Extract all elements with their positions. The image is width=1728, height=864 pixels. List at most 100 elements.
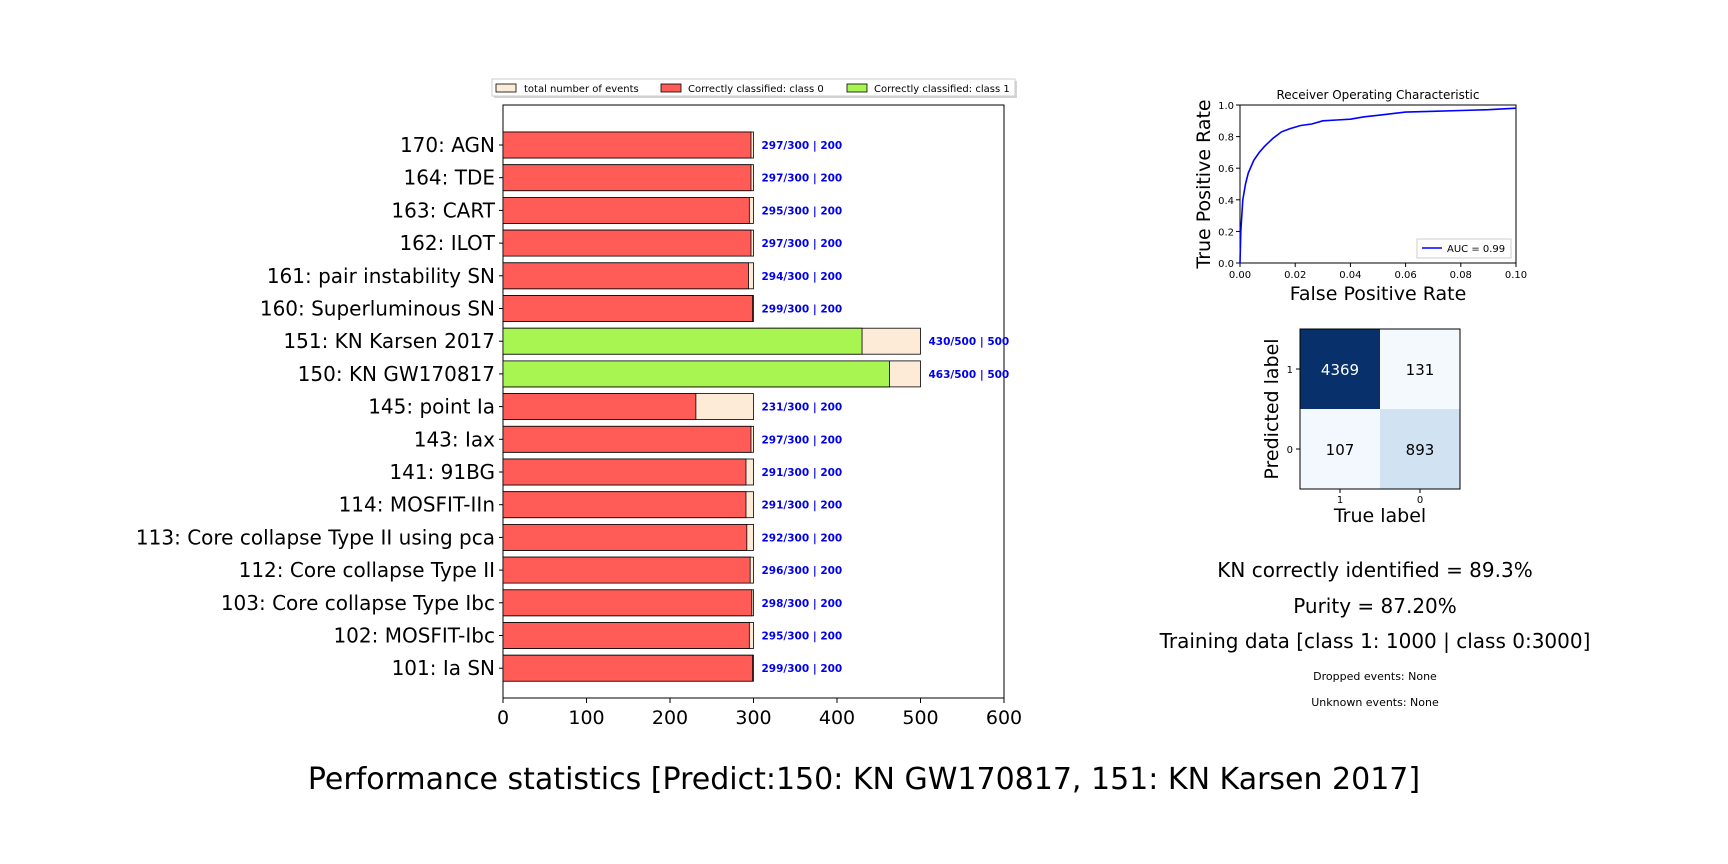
roc-xlabel: False Positive Rate — [1290, 283, 1467, 305]
cm-frame — [1299, 328, 1461, 490]
legend-frame — [491, 78, 1016, 97]
category-label: 160: Superluminous SN — [260, 297, 495, 321]
bar-value-label: 297/300 | 200 — [762, 434, 843, 446]
cm-cell-value: 131 — [1406, 361, 1435, 379]
bar-correct — [502, 458, 747, 486]
category-label: 162: ILOT — [399, 231, 495, 255]
bar-correct — [502, 425, 752, 453]
bar-correct — [502, 327, 863, 355]
unknown-events-text: Unknown events: None — [1311, 696, 1439, 709]
bar-correct — [502, 131, 752, 159]
roc-y-tick-label: 0.2 — [1218, 227, 1234, 238]
category-label: 145: point Ia — [368, 395, 495, 419]
bar-value-label: 294/300 | 200 — [762, 271, 843, 283]
roc-legend-frame — [1416, 238, 1512, 259]
cm-y-tick-label: 0 — [1287, 445, 1293, 456]
roc-y-tick-label: 1.0 — [1218, 101, 1234, 112]
category-label: 114: MOSFIT-IIn — [339, 493, 495, 517]
category-label: 163: CART — [391, 198, 495, 222]
bar-correct — [502, 622, 750, 649]
bar-correct — [502, 556, 751, 584]
cm-cell-value: 107 — [1326, 441, 1355, 459]
category-label: 113: Core collapse Type II using pca — [136, 525, 495, 549]
x-tick-label: 200 — [652, 707, 688, 729]
cm-ylabel: Predicted label — [1261, 338, 1283, 479]
category-label: 151: KN Karsen 2017 — [283, 329, 495, 353]
bar-value-label: 297/300 | 200 — [762, 140, 843, 152]
bar-value-label: 291/300 | 200 — [762, 467, 843, 479]
cm-cell-value: 893 — [1406, 441, 1435, 459]
bar-correct — [502, 164, 752, 192]
category-label: 112: Core collapse Type II — [239, 558, 495, 582]
bar-value-label: 231/300 | 200 — [762, 402, 843, 414]
roc-y-tick-label: 0.6 — [1218, 164, 1234, 175]
category-label: 101: Ia SN — [392, 656, 495, 680]
x-tick-label: 600 — [986, 707, 1022, 729]
bar-value-label: 430/500 | 500 — [929, 336, 1010, 348]
cm-cell — [1380, 329, 1460, 409]
bar-value-label: 297/300 | 200 — [762, 238, 843, 250]
legend-label: total number of events — [524, 84, 639, 95]
legend-swatch — [660, 83, 682, 93]
bar-correct — [502, 360, 891, 388]
roc-x-tick-label: 0.06 — [1394, 270, 1416, 281]
roc-x-tick-label: 0.04 — [1339, 270, 1361, 281]
roc-x-tick-label: 0.10 — [1505, 270, 1527, 281]
purity-text: Purity = 87.20% — [1293, 594, 1457, 618]
roc-x-tick-label: 0.00 — [1229, 270, 1251, 281]
cm-cell — [1300, 409, 1380, 489]
roc-y-tick-label: 0.4 — [1218, 196, 1234, 207]
category-label: 143: Iax — [414, 427, 495, 451]
bar-value-label: 291/300 | 200 — [762, 500, 843, 512]
roc-plot-area — [1239, 104, 1517, 264]
roc-legend-label: AUC = 0.99 — [1447, 244, 1505, 255]
category-label: 170: AGN — [400, 133, 495, 157]
bar-value-label: 297/300 | 200 — [762, 173, 843, 185]
training-data-text: Training data [class 1: 1000 | class 0:3… — [1159, 629, 1591, 653]
roc-curve — [1239, 107, 1517, 264]
category-label: 103: Core collapse Type Ibc — [221, 591, 495, 615]
cm-y-tick-label: 1 — [1287, 365, 1293, 376]
x-tick-label: 400 — [819, 707, 855, 729]
cm-cell-value: 4369 — [1321, 361, 1359, 379]
bar-correct — [502, 654, 754, 682]
bar-correct — [502, 295, 754, 322]
roc-y-tick-label: 0.0 — [1218, 259, 1234, 270]
category-label: 164: TDE — [403, 166, 495, 190]
figure-suptitle: Performance statistics [Predict:150: KN … — [307, 762, 1421, 797]
bar-value-label: 463/500 | 500 — [929, 369, 1010, 381]
kn-identified-text: KN correctly identified = 89.3% — [1217, 558, 1533, 582]
cm-xlabel: True label — [1333, 505, 1426, 527]
category-label: 102: MOSFIT-Ibc — [333, 624, 495, 648]
bar-correct — [502, 491, 747, 519]
roc-x-tick-label: 0.08 — [1450, 270, 1472, 281]
bar-correct — [502, 196, 750, 224]
bar-legend: total number of events Correctly classifi… — [491, 78, 1017, 98]
bar-correct — [502, 589, 753, 617]
roc-chart: Receiver Operating Characteristic False P… — [1193, 88, 1527, 305]
category-label: 161: pair instability SN — [267, 264, 495, 288]
bar-correct — [502, 262, 749, 290]
x-tick-label: 100 — [568, 707, 604, 729]
roc-x-tick-label: 0.02 — [1284, 270, 1306, 281]
cm-cell — [1300, 329, 1380, 409]
bar-value-label: 296/300 | 200 — [762, 565, 843, 577]
cm-x-tick-label: 1 — [1337, 495, 1343, 506]
roc-title: Receiver Operating Characteristic — [1276, 88, 1479, 102]
x-tick-label: 500 — [902, 707, 938, 729]
bar-value-label: 295/300 | 200 — [762, 205, 843, 217]
legend-label: Correctly classified: class 0 — [688, 84, 824, 95]
bar-value-label: 298/300 | 200 — [762, 598, 843, 610]
cm-cell — [1380, 409, 1460, 489]
legend-swatch — [846, 83, 868, 93]
bar-value-label: 299/300 | 200 — [762, 304, 843, 316]
cm-x-tick-label: 0 — [1417, 495, 1423, 506]
bar-correct — [502, 524, 748, 551]
x-tick-label: 300 — [735, 707, 771, 729]
bar-chart: 170: AGN 297/300 | 200 164: TDE 297/300 | 2… — [136, 78, 1022, 729]
category-label: 141: 91BG — [389, 460, 495, 484]
legend-label: Correctly classified: class 1 — [874, 84, 1010, 95]
bar-correct — [502, 393, 697, 421]
